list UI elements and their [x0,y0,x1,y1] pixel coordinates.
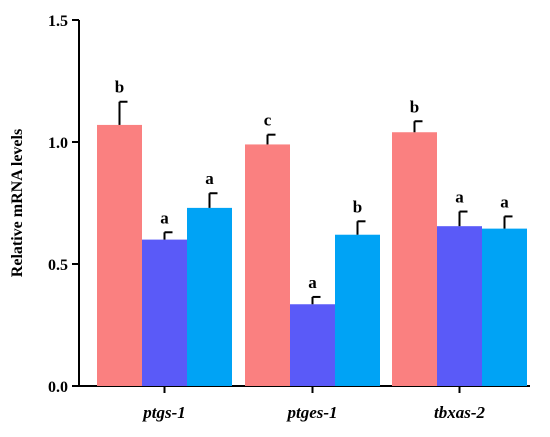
bar [187,207,232,386]
y-tick-label: 1.0 [48,135,68,152]
bar [290,304,335,386]
bar [482,228,527,386]
significance-label: a [500,192,509,211]
significance-label: a [455,188,464,207]
significance-label: a [308,273,317,292]
significance-label: b [115,78,124,97]
bars-group: b a a c a b b a a [97,78,527,387]
significance-label: a [160,208,169,227]
x-tick-label: ptges-1 [285,403,337,422]
bar [97,124,142,387]
significance-label: c [264,111,272,130]
bar [142,239,187,386]
bar [437,226,482,386]
y-tick-label: 1.5 [48,13,68,30]
y-tick-label: 0.0 [48,379,68,396]
significance-label: b [353,197,362,216]
y-axis-title: Relative mRNA levels [9,129,26,277]
significance-label: a [205,169,214,188]
y-tick-label: 0.5 [48,257,68,274]
x-tick-label: ptgs-1 [141,403,186,422]
bar [335,234,380,386]
x-tick-label: tbxas-2 [434,403,486,422]
x-tick-labels: ptgs-1 ptges-1 tbxas-2 [141,386,486,422]
y-ticks: 0.0 0.5 1.0 1.5 [48,13,79,396]
significance-label: b [410,97,419,116]
bar [392,132,437,386]
bar [245,144,290,386]
